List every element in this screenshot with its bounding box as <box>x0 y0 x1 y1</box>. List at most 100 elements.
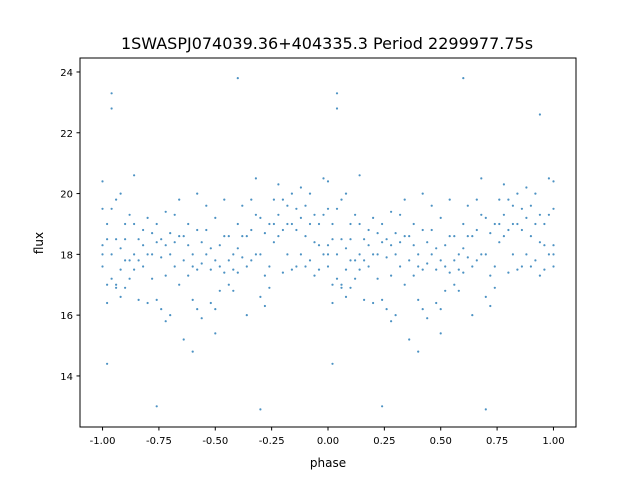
data-point <box>196 192 199 195</box>
data-point <box>277 183 280 186</box>
data-point <box>349 222 352 226</box>
data-point <box>543 244 546 247</box>
data-point <box>403 235 406 238</box>
data-point <box>493 222 496 226</box>
data-point <box>133 253 136 256</box>
data-point <box>466 256 469 259</box>
data-point <box>484 295 487 298</box>
y-axis-label: flux <box>32 232 46 254</box>
data-point <box>295 228 298 232</box>
data-point <box>453 283 456 286</box>
x-tick-label: 0.25 <box>373 436 395 447</box>
data-point <box>417 253 420 256</box>
data-point <box>263 304 266 308</box>
data-point <box>367 228 370 232</box>
data-point <box>209 268 212 271</box>
data-point <box>363 259 366 262</box>
data-point <box>331 238 334 241</box>
data-point <box>182 259 185 262</box>
data-point <box>466 235 469 238</box>
data-point <box>277 235 280 238</box>
data-point <box>439 216 442 219</box>
data-point <box>511 204 514 207</box>
data-point <box>317 222 321 226</box>
data-point <box>169 232 172 235</box>
data-point <box>286 204 289 207</box>
data-point <box>399 265 402 268</box>
data-point <box>245 265 248 268</box>
data-point <box>295 207 298 210</box>
data-point <box>534 259 537 262</box>
data-point <box>236 77 239 80</box>
data-point <box>119 268 122 271</box>
data-point <box>507 198 510 201</box>
data-point <box>534 192 537 195</box>
data-point <box>448 198 451 201</box>
x-tick-label: 1.00 <box>542 436 564 447</box>
data-point <box>354 277 357 280</box>
data-point <box>448 235 451 238</box>
data-point <box>101 180 104 183</box>
data-point <box>385 238 388 241</box>
data-point <box>529 265 533 268</box>
data-point <box>421 192 424 195</box>
data-point <box>421 268 424 271</box>
x-axis-ticks: -1.00 -0.75 -0.50 -0.25 0.00 0.25 0.50 0.75 1.00 <box>90 427 565 447</box>
data-point <box>169 253 172 256</box>
data-point <box>286 253 289 256</box>
data-point <box>268 286 271 289</box>
data-point <box>448 271 451 274</box>
data-point <box>169 314 172 317</box>
data-point <box>182 338 185 341</box>
data-point <box>236 222 239 226</box>
data-point <box>254 213 257 216</box>
data-point <box>110 92 113 95</box>
data-point <box>304 265 307 268</box>
data-point <box>191 350 194 353</box>
data-point <box>196 268 199 271</box>
data-point <box>110 107 113 110</box>
data-point <box>128 277 131 280</box>
data-point <box>520 265 524 268</box>
data-point <box>390 320 393 323</box>
y-axis-ticks: 14 16 18 20 22 24 <box>60 68 80 383</box>
data-point <box>106 238 109 241</box>
data-point <box>272 241 275 244</box>
data-point <box>349 259 352 262</box>
data-point <box>390 210 393 213</box>
data-point <box>471 314 474 317</box>
data-point <box>408 259 411 262</box>
data-point <box>435 301 438 305</box>
data-point <box>241 204 244 207</box>
data-point <box>250 259 253 262</box>
data-point <box>363 238 366 241</box>
data-point <box>317 268 321 271</box>
data-point <box>110 253 113 256</box>
data-point <box>200 262 203 265</box>
data-point <box>381 405 384 408</box>
data-point <box>344 268 348 271</box>
data-point <box>160 308 163 311</box>
data-point <box>128 213 131 216</box>
data-point <box>466 204 469 207</box>
y-tick-label: 22 <box>60 129 73 140</box>
data-point <box>236 247 239 250</box>
y-tick-label: 24 <box>60 68 73 79</box>
data-point <box>471 265 474 268</box>
data-point <box>110 207 113 210</box>
data-point <box>106 301 109 305</box>
data-point <box>538 113 542 116</box>
data-point <box>435 268 438 271</box>
data-point <box>399 241 402 244</box>
data-point <box>326 244 330 247</box>
data-point <box>417 298 420 301</box>
data-point <box>250 198 253 201</box>
data-point <box>155 298 158 301</box>
data-point <box>367 244 370 247</box>
data-point <box>227 283 230 286</box>
data-point <box>209 301 212 305</box>
data-point <box>128 259 131 262</box>
x-axis-label: phase <box>310 456 346 470</box>
data-point <box>547 213 551 216</box>
